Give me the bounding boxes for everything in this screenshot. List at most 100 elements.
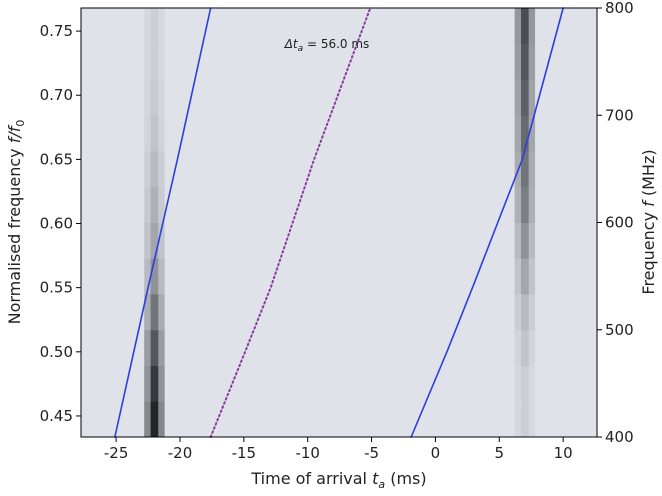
x-tick-label: -20 bbox=[168, 444, 193, 462]
heat-cell bbox=[528, 258, 536, 295]
heat-cell bbox=[81, 258, 145, 295]
heat-cell bbox=[535, 79, 598, 116]
heat-cell bbox=[150, 115, 159, 152]
heat-cell bbox=[81, 401, 145, 438]
y2-label-text: Frequency bbox=[639, 207, 658, 295]
heat-cell bbox=[521, 115, 530, 152]
heat-cell bbox=[528, 43, 536, 80]
heat-cell bbox=[514, 222, 522, 259]
heat-cell bbox=[521, 186, 530, 223]
heat-cell bbox=[164, 150, 516, 188]
y2-tick-label: 400 bbox=[605, 428, 634, 446]
heat-cell bbox=[528, 186, 536, 223]
heat-cell bbox=[535, 258, 598, 295]
heat-cell bbox=[150, 186, 159, 223]
plot-area bbox=[81, 7, 598, 438]
x-tick-label: -25 bbox=[104, 444, 129, 462]
y-tick-label: 0.70 bbox=[40, 86, 73, 104]
y2-tick-label: 500 bbox=[605, 321, 634, 339]
heat-cell bbox=[144, 293, 152, 331]
heat-cell bbox=[535, 115, 598, 152]
heat-cell bbox=[158, 8, 166, 45]
heat-cell bbox=[81, 43, 145, 80]
heat-cell bbox=[144, 43, 152, 80]
heat-cell bbox=[150, 222, 159, 259]
heat-cell bbox=[144, 186, 152, 223]
heat-cell bbox=[528, 365, 536, 402]
x-axis-label: Time of arrival ta (ms) bbox=[250, 469, 426, 491]
heat-cell bbox=[164, 258, 516, 295]
x-tick-label: 10 bbox=[554, 444, 573, 462]
heat-cell bbox=[158, 186, 166, 223]
heat-cell bbox=[521, 79, 530, 116]
heat-cell bbox=[535, 329, 598, 367]
y-tick-label: 0.75 bbox=[40, 22, 73, 40]
heat-cell bbox=[144, 150, 152, 188]
heat-cell bbox=[521, 329, 530, 367]
heat-cell bbox=[81, 150, 145, 188]
heat-cell bbox=[150, 8, 159, 45]
y-tick-label: 0.50 bbox=[40, 343, 73, 361]
heat-cell bbox=[144, 365, 152, 402]
heat-cell bbox=[514, 329, 522, 367]
y-tick-label: 0.60 bbox=[40, 215, 73, 233]
heat-cell bbox=[514, 79, 522, 116]
heat-cell bbox=[150, 365, 159, 402]
heat-cell bbox=[158, 401, 166, 438]
heat-cell bbox=[150, 79, 159, 116]
heat-cell bbox=[521, 8, 530, 45]
heat-cell bbox=[164, 365, 516, 402]
y-axis-label: Normalised frequency f/f0 bbox=[5, 120, 27, 325]
heat-cell bbox=[144, 329, 152, 367]
curve bbox=[209, 7, 372, 438]
curve bbox=[114, 7, 212, 438]
y-label-sub: 0 bbox=[14, 120, 27, 127]
heat-cell bbox=[158, 258, 166, 295]
heat-cell bbox=[81, 365, 145, 402]
heat-cell bbox=[158, 329, 166, 367]
x-tick-label: -10 bbox=[295, 444, 320, 462]
heat-cell bbox=[514, 186, 522, 223]
heat-cell bbox=[164, 8, 516, 45]
heat-cell bbox=[81, 293, 145, 331]
heat-cell bbox=[514, 258, 522, 295]
x-label-sub: a bbox=[378, 478, 385, 491]
heat-cell bbox=[144, 79, 152, 116]
heat-cell bbox=[150, 401, 159, 438]
heat-cell bbox=[150, 150, 159, 188]
annotation-var: Δt bbox=[284, 37, 299, 51]
heat-cell bbox=[528, 401, 536, 438]
y2-tick-label: 700 bbox=[605, 106, 634, 124]
heat-cell bbox=[81, 79, 145, 116]
annotation-sub: a bbox=[298, 44, 304, 54]
heat-cell bbox=[521, 365, 530, 402]
heat-cell bbox=[164, 115, 516, 152]
heat-cell bbox=[528, 115, 536, 152]
heat-cell bbox=[514, 401, 522, 438]
heat-cell bbox=[535, 401, 598, 438]
y2-tick-label: 800 bbox=[605, 0, 634, 17]
curve bbox=[410, 7, 564, 438]
heat-cell bbox=[514, 115, 522, 152]
heat-cell bbox=[164, 186, 516, 223]
heat-cell bbox=[150, 258, 159, 295]
heat-cell bbox=[528, 293, 536, 331]
heat-cell bbox=[158, 365, 166, 402]
y2-label-post: (MHz) bbox=[639, 149, 658, 201]
heat-cell bbox=[521, 401, 530, 438]
heat-cell bbox=[158, 115, 166, 152]
x-label-post: (ms) bbox=[385, 469, 427, 488]
heat-cell bbox=[528, 150, 536, 188]
heat-cell bbox=[158, 150, 166, 188]
y-tick-label: 0.65 bbox=[40, 150, 73, 168]
heat-cell bbox=[144, 258, 152, 295]
heat-cell bbox=[144, 8, 152, 45]
x-label-var: t bbox=[372, 469, 379, 488]
heat-cell bbox=[164, 222, 516, 259]
heat-cell bbox=[164, 43, 516, 80]
heat-cell bbox=[144, 401, 152, 438]
heat-cell bbox=[528, 8, 536, 45]
heat-cell bbox=[158, 43, 166, 80]
heat-cell bbox=[521, 293, 530, 331]
